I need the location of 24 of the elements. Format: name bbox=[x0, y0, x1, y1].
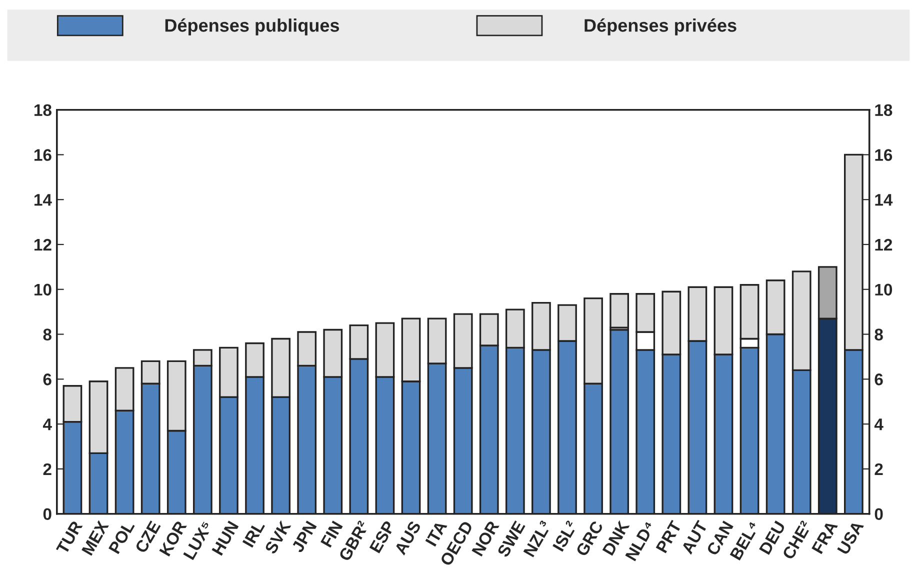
y2-tick-label: 2 bbox=[874, 463, 883, 475]
y-tick-label: 2 bbox=[43, 463, 52, 475]
y2-tick-label: 18 bbox=[875, 104, 892, 116]
y2-tick-label: 4 bbox=[874, 418, 884, 430]
y2-tick-label: 16 bbox=[875, 149, 892, 161]
y-tick-label: 14 bbox=[34, 194, 52, 206]
y2-tick-label: 6 bbox=[874, 374, 883, 386]
y-tick-label: 12 bbox=[34, 238, 52, 251]
y2-tick-label: 12 bbox=[875, 238, 892, 251]
legend-label: Dépenses publiques bbox=[165, 18, 340, 36]
bar bbox=[610, 293, 630, 328]
y-tick-label: 18 bbox=[34, 104, 52, 116]
y2-tick-label: 8 bbox=[874, 328, 883, 340]
y2-tick-label: 14 bbox=[875, 194, 893, 206]
y2-tick-label: 0 bbox=[874, 508, 883, 520]
y-tick-label: 8 bbox=[43, 328, 52, 340]
y-tick-label: 10 bbox=[34, 284, 52, 296]
y-tick-label: 16 bbox=[34, 149, 52, 161]
y-tick-label: 4 bbox=[42, 418, 52, 430]
y2-tick-label: 10 bbox=[875, 284, 892, 296]
x-tick-label: IRL bbox=[242, 520, 265, 548]
y-tick-label: 6 bbox=[43, 374, 52, 386]
y-tick-label: 0 bbox=[43, 508, 52, 520]
legend-label: Dépenses privées bbox=[584, 18, 736, 36]
